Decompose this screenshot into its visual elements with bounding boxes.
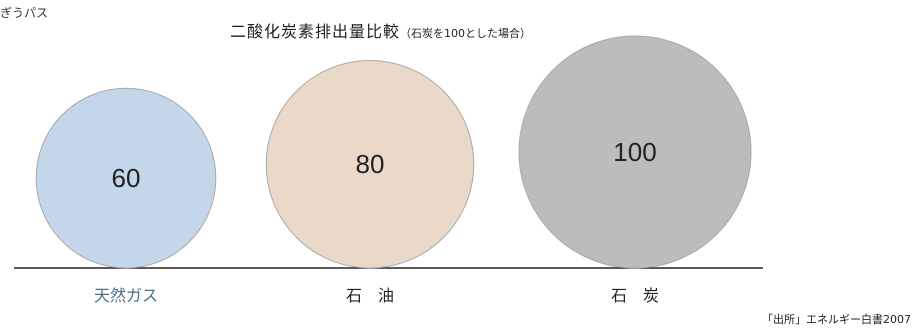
category-label: 天然ガス bbox=[94, 286, 158, 305]
bubble-value-label: 60 bbox=[112, 163, 141, 193]
bubble-value-label: 80 bbox=[356, 149, 385, 179]
source-note: 「出所」エネルギー白書2007 bbox=[762, 313, 911, 326]
bubble-2 bbox=[265, 59, 475, 269]
category-label: 石 油 bbox=[346, 286, 394, 305]
chart-title-main: 二酸化炭素排出量比較 bbox=[230, 22, 401, 41]
bubble-1 bbox=[35, 87, 217, 269]
bubble-3 bbox=[518, 35, 752, 269]
category-label: 石 炭 bbox=[611, 286, 659, 305]
chart-subtitle: （石炭を100とした場合） bbox=[400, 27, 532, 40]
chart-title: 二酸化炭素排出量比較（石炭を100とした場合） bbox=[230, 18, 531, 42]
bubble-value-label: 100 bbox=[613, 137, 656, 167]
corner-text: ぎうパス bbox=[0, 6, 49, 20]
